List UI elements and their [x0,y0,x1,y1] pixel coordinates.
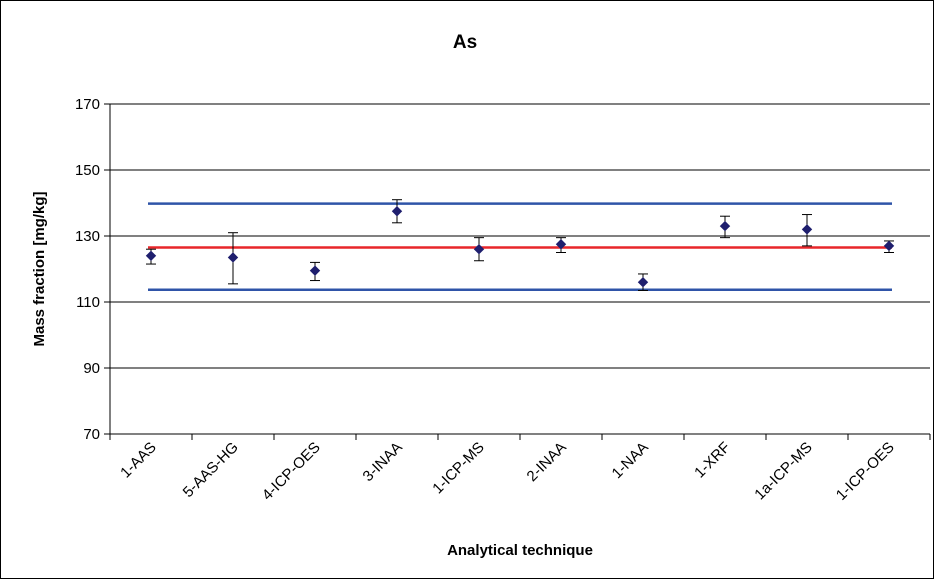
data-point [391,206,403,217]
x-tick-label: 1a-ICP-MS [751,439,815,503]
x-tick-label: 5-AAS-HG [180,439,242,501]
data-point [637,276,649,288]
x-tick-label: 1-AAS [117,439,160,482]
x-tick-label: 3-INAA [360,439,406,485]
y-tick-label: 90 [83,360,100,377]
x-tick-label: 2-INAA [524,439,570,485]
x-tick-label: 1-NAA [609,439,652,482]
x-axis-label: Analytical technique [447,542,593,559]
y-tick-label: 130 [75,228,100,245]
x-tick-label: 1-XRF [691,439,734,482]
data-point [555,239,567,250]
y-axis-label: Mass fraction [mg/kg] [31,191,48,346]
data-point [801,224,813,235]
axes [104,103,931,440]
data-point [309,265,321,276]
data-point [719,220,731,232]
y-tick-label: 110 [76,294,100,311]
x-tick-label: 1-ICP-OES [833,439,898,504]
y-tick-labels: 70 90 110 130 150 170 [75,96,100,443]
data-point [145,250,157,262]
data-points [145,199,895,291]
data-point [227,252,239,263]
chart-title: As [453,32,477,53]
reference-lines [148,202,892,292]
y-tick-label: 170 [75,96,100,113]
x-tick-labels: 1-AAS 5-AAS-HG 4-ICP-OES 3-INAA 1-ICP-MS 2-IN… [117,439,898,504]
y-tick-label: 150 [75,162,100,179]
y-tick-label: 70 [83,426,100,443]
data-point [473,243,485,255]
gridlines [110,103,930,369]
x-tick-label: 1-ICP-MS [429,439,488,498]
x-tick-label: 4-ICP-OES [259,439,324,504]
data-point [883,240,895,252]
